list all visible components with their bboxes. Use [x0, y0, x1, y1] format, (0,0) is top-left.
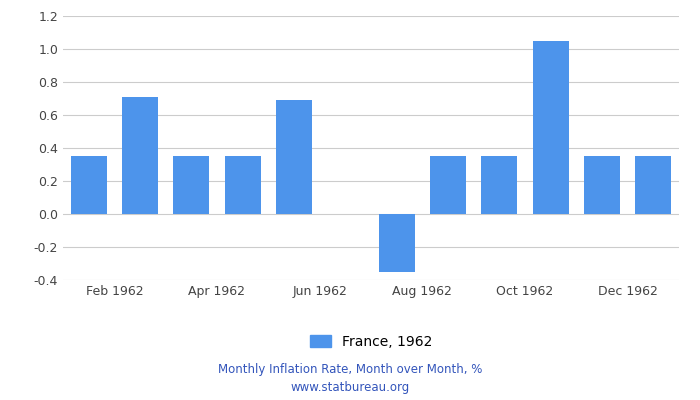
Text: www.statbureau.org: www.statbureau.org	[290, 382, 410, 394]
Bar	[122, 97, 158, 214]
Bar	[584, 156, 620, 214]
Legend: France, 1962: France, 1962	[304, 329, 438, 354]
Bar	[174, 156, 209, 214]
Bar	[71, 156, 106, 214]
Bar	[482, 156, 517, 214]
Bar	[430, 156, 466, 214]
Bar	[225, 156, 260, 214]
Bar	[276, 100, 312, 214]
Bar	[379, 214, 414, 272]
Bar	[533, 41, 568, 214]
Text: Monthly Inflation Rate, Month over Month, %: Monthly Inflation Rate, Month over Month…	[218, 364, 482, 376]
Bar	[636, 156, 671, 214]
